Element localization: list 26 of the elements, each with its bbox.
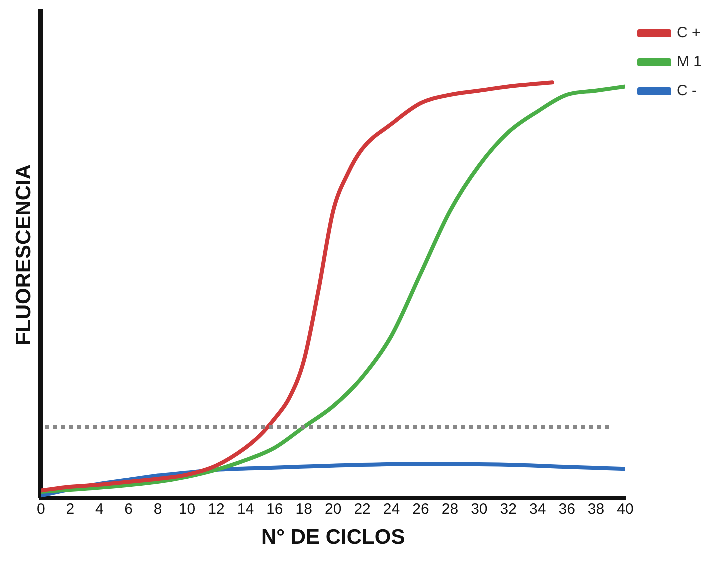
x-tick-label: 8: [154, 500, 162, 518]
x-tick-label: 20: [325, 500, 342, 518]
x-tick-label: 0: [37, 500, 46, 518]
x-tick-label: 22: [354, 500, 371, 518]
legend-label: C -: [676, 82, 697, 100]
x-tick-label: 38: [588, 500, 605, 518]
y-axis-title: FLUORESCENCIA: [12, 164, 36, 346]
x-tick-label: 26: [412, 500, 430, 518]
x-tick-label: 10: [178, 500, 196, 518]
x-tick-label: 24: [383, 500, 400, 518]
x-tick-label: 28: [442, 500, 459, 518]
x-tick-label: 2: [66, 500, 75, 518]
x-tick-label: 18: [296, 500, 312, 518]
x-tick-label: 30: [471, 500, 488, 518]
x-tick-label: 16: [266, 500, 284, 518]
x-tick-label: 4: [95, 500, 104, 518]
legend-label: C +: [676, 24, 701, 42]
x-tick-label: 36: [558, 500, 576, 518]
x-tick-label: 6: [124, 500, 134, 518]
x-tick-label: 12: [208, 500, 225, 518]
x-axis-title: N° DE CICLOS: [261, 526, 406, 550]
x-tick-label: 32: [500, 500, 517, 518]
x-tick-label: 40: [617, 500, 634, 518]
x-tick-label: 14: [237, 500, 254, 518]
legend-label: M 1: [676, 54, 702, 71]
x-tick-label: 34: [530, 500, 546, 518]
